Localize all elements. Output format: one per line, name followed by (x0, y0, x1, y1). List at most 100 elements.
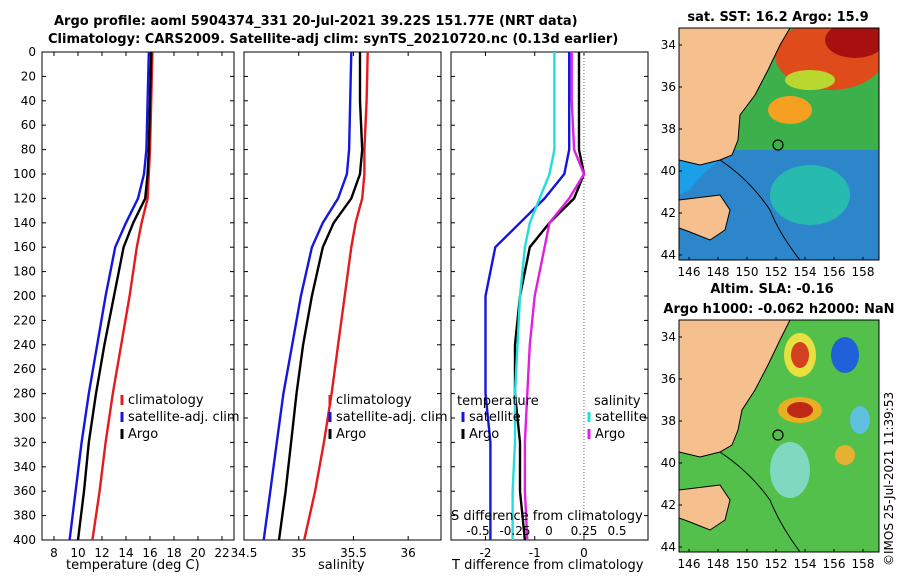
sla-map (679, 320, 879, 552)
maps-area: sat. SST: 16.2 Argo: 15.9 146 148 150 152 15… (660, 10, 895, 571)
salinity-panel: 34.5 35 35.5 36 climatology satellite-adj. cl… (231, 51, 448, 560)
legend-label: satellite (469, 410, 521, 425)
depth-tick-label: 300 (13, 411, 36, 425)
sla-land-tasmania (679, 484, 731, 531)
sla-anomaly-high2 (787, 402, 813, 418)
sst-warm-core (825, 28, 879, 58)
depth-tick-label: 80 (21, 143, 36, 157)
sst-map-title: sat. SST: 16.2 Argo: 15.9 (687, 10, 868, 25)
sla-anomaly-low1 (831, 337, 859, 373)
depth-tick-label: 60 (21, 118, 36, 132)
lon-tick-label: 150 (736, 557, 759, 571)
sla-map-frame (678, 319, 880, 553)
depth-tick-label: 120 (13, 191, 36, 205)
depth-axis: 0 20 40 60 80 100 120 140 160 180 200 220 240 260 280 3… (13, 45, 648, 547)
sst-land-mainland (679, 28, 791, 166)
legend-title-temperature: temperature (457, 394, 539, 409)
sst-map-ticks: 146 148 150 152 154 156 158 -34 -36 -38 -40 -42 -44 (660, 38, 874, 279)
figure-title-line2: Climatology: CARS2009. Satellite-adj cli… (48, 32, 619, 47)
sla-map-title: Altim. SLA: -0.16 (710, 282, 833, 297)
x-tick-label: 12 (94, 546, 109, 560)
lat-tick-label: -36 (660, 80, 676, 94)
x-tick-label: 14 (118, 546, 133, 560)
lat-tick-label: -44 (660, 540, 676, 554)
x-tick-label: -1 (529, 546, 541, 560)
lon-tick-label: 148 (707, 557, 730, 571)
x-tick-label: 18 (166, 546, 181, 560)
depth-tick-label: 100 (13, 167, 36, 181)
series-line-salinity-argo (523, 52, 586, 541)
lon-tick-label: 146 (678, 557, 701, 571)
difference-panel: -2 -1 0temperaturesatelliteArgosalinitysat… (451, 52, 647, 560)
lon-tick-label: 158 (852, 557, 875, 571)
salinity-xlabel: salinity (318, 558, 365, 573)
depth-tick-label: 260 (13, 362, 36, 376)
sla-1000m-contour (719, 451, 801, 552)
figure-title-line1: Argo profile: aoml 5904374_331 20-Jul-20… (54, 14, 578, 29)
series-line-satellite-adj-clim (262, 51, 353, 541)
depth-tick-label: 200 (13, 289, 36, 303)
series-line-satellite-adj-clim (68, 51, 150, 541)
sdiff-tick-label: 0.5 (607, 524, 626, 538)
lat-tick-label: -42 (660, 206, 676, 220)
series-line-climatology (91, 51, 154, 541)
lon-tick-label: 152 (765, 557, 788, 571)
legend-label: Argo (469, 427, 499, 442)
lon-tick-label: 146 (678, 265, 701, 279)
x-tick-label: 35 (291, 546, 306, 560)
depth-tick-label: 140 (13, 216, 36, 230)
depth-tick-label: 20 (21, 69, 36, 83)
legend-label: climatology (128, 393, 204, 408)
sst-front (785, 70, 835, 90)
lat-tick-label: -40 (660, 456, 676, 470)
copyright-stamp: ©IMOS 25-Jul-2021 11:39:53 (882, 391, 896, 566)
legend-label: satellite-adj. clim (128, 410, 240, 425)
temperature-panel-frame (41, 51, 235, 541)
sst-land-tasmania (679, 194, 731, 241)
lon-tick-label: 156 (823, 557, 846, 571)
x-tick-label: 20 (190, 546, 205, 560)
tdiff-xlabel: T difference from climatology (452, 558, 644, 573)
x-tick-label: -2 (479, 546, 491, 560)
lon-tick-label: 154 (794, 265, 817, 279)
lat-tick-label: -44 (660, 248, 676, 262)
sla-anomaly-low2 (850, 406, 870, 434)
sla-map-subtitle: Argo h1000: -0.062 h2000: NaN (663, 302, 894, 317)
sdiff-tick-label: 0.25 (571, 524, 598, 538)
depth-tick-label: 160 (13, 240, 36, 254)
series-line-temperature-satellite (484, 52, 571, 540)
legend-label: Argo (595, 427, 625, 442)
x-tick-label: 36 (401, 546, 416, 560)
sdiff-tick-label: -0.5 (466, 524, 489, 538)
x-tick-label: 16 (142, 546, 157, 560)
depth-tick-label: 320 (13, 435, 36, 449)
x-tick-label: 8 (50, 546, 58, 560)
sdiff-axis-label: S difference from climatology (451, 509, 643, 524)
legend-label: satellite-adj. clim (336, 410, 448, 425)
temperature-xlabel: temperature (deg C) (66, 558, 200, 573)
depth-tick-label: 0 (28, 45, 36, 59)
depth-tick-label: 380 (13, 509, 36, 523)
legend-label: Argo (336, 427, 366, 442)
sdiff-tick-label: -0.25 (499, 524, 530, 538)
sst-map (679, 28, 879, 260)
series-line-temperature-argo (513, 52, 586, 541)
lat-tick-label: -38 (660, 414, 676, 428)
legend-label: Argo (128, 427, 158, 442)
depth-tick-label: 180 (13, 265, 36, 279)
sla-argo-marker (772, 429, 784, 441)
x-tick-label: 34.5 (231, 546, 258, 560)
x-tick-label: 22 (214, 546, 229, 560)
profile-charts: 8 10 12 14 16 18 20 22 climatology satellite-adj.… (13, 45, 649, 560)
series-line-argo (277, 52, 364, 541)
lat-tick-label: -36 (660, 372, 676, 386)
depth-tick-label: 400 (13, 533, 36, 547)
series-line-argo (76, 51, 153, 541)
legend-label: climatology (336, 393, 412, 408)
depth-tick-label: 40 (21, 94, 36, 108)
sst-1000m-contour (719, 159, 801, 260)
sdiff-tick-label: 0 (545, 524, 553, 538)
sla-map-ticks: 146 148 150 152 154 156 158 -34 -36 -38 -40 -42 -44 (660, 330, 874, 571)
temperature-panel: 8 10 12 14 16 18 20 22 climatology satellite-adj.… (50, 51, 240, 560)
lat-tick-label: -34 (660, 330, 676, 344)
